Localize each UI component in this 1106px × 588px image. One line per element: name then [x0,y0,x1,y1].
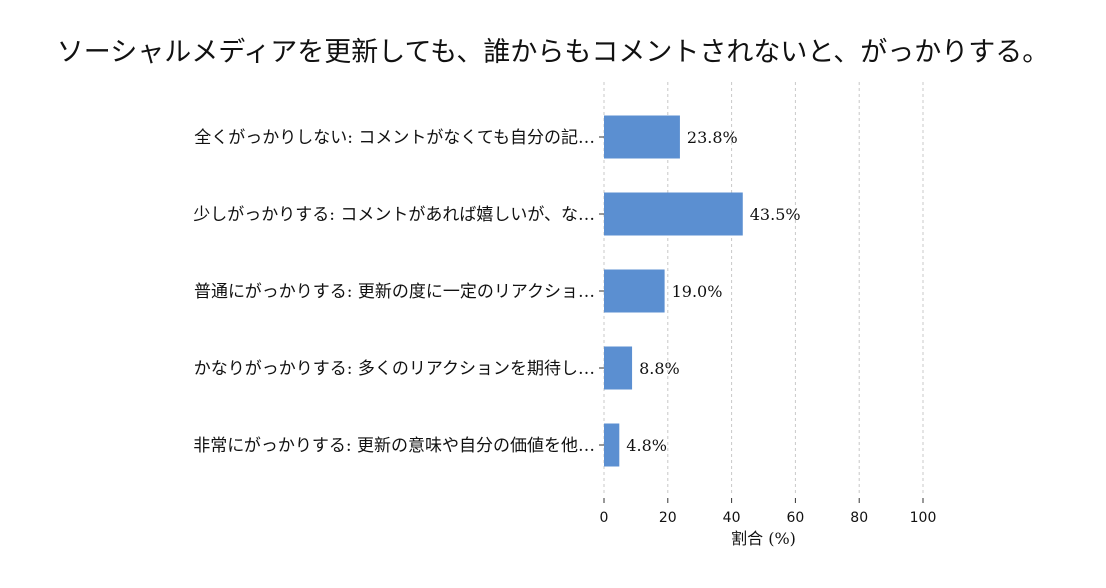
category-label: 普通にがっかりする: 更新の度に一定のリアクショ… [194,282,595,302]
category-label: 全くがっかりしない: コメントがなくても自分の記… [194,128,595,148]
x-tick-label: 80 [850,510,868,526]
value-label: 43.5% [750,205,801,224]
x-axis-title: 割合 (%) [731,529,796,548]
x-tick-label: 40 [723,510,741,526]
category-label: 非常にがっかりする: 更新の意味や自分の価値を他… [193,436,595,456]
x-tick-label: 100 [910,510,937,526]
category-label: 少しがっかりする: コメントがあれば嬉しいが、な… [193,205,595,225]
value-label: 19.0% [672,282,723,301]
value-label: 23.8% [687,128,738,147]
bar [604,423,620,467]
x-tick-label: 20 [659,510,677,526]
bar [604,115,680,159]
value-label: 4.8% [626,436,667,455]
category-label: かなりがっかりする: 多くのリアクションを期待し… [194,359,595,379]
x-tick-label: 60 [786,510,804,526]
chart-title: ソーシャルメディアを更新しても、誰からもコメントされないと、がっかりする。 [56,37,1050,68]
bar [604,269,665,313]
bar [604,192,743,236]
value-label: 8.8% [639,359,680,378]
x-tick-label: 0 [600,510,609,526]
bar [604,346,633,390]
